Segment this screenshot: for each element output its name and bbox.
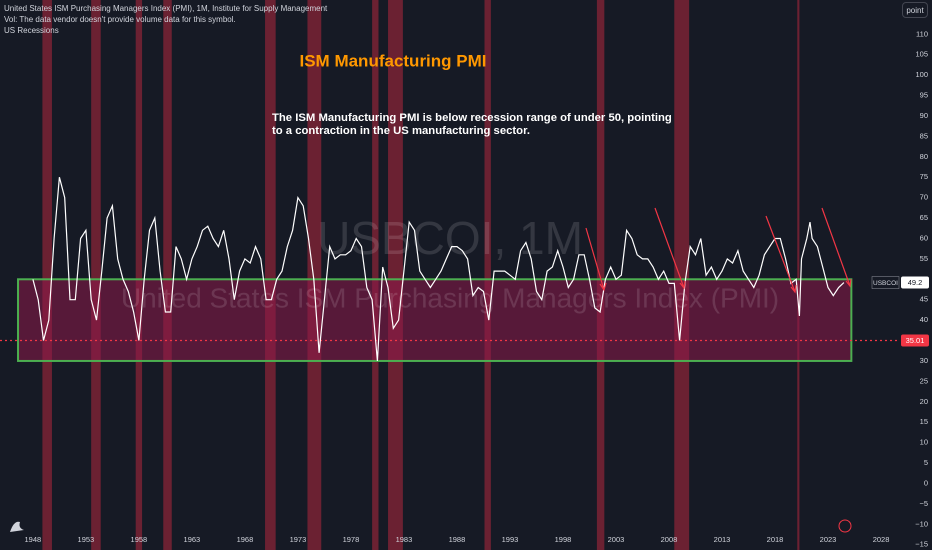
y-tick-label: 0 bbox=[924, 478, 928, 487]
x-tick-label: 1978 bbox=[343, 535, 360, 544]
recession-band bbox=[91, 0, 101, 550]
recession-band bbox=[674, 0, 690, 550]
x-tick-label: 1998 bbox=[555, 535, 572, 544]
arrow bbox=[821, 207, 852, 288]
recession-band bbox=[596, 0, 605, 550]
x-tick-label: 1988 bbox=[449, 535, 466, 544]
y-tick-label: 70 bbox=[920, 193, 928, 202]
x-tick-label: 1993 bbox=[502, 535, 519, 544]
level-label-bg bbox=[901, 334, 929, 347]
x-tick-label: 2018 bbox=[767, 535, 784, 544]
last-value-label: 49.2 bbox=[908, 278, 923, 287]
y-tick-label: 95 bbox=[920, 91, 928, 100]
y-tick-label: 75 bbox=[920, 172, 928, 181]
last-value-bg bbox=[901, 276, 929, 289]
y-tick-label: −10 bbox=[915, 519, 928, 528]
x-tick-label: 1983 bbox=[396, 535, 413, 544]
y-tick-label: −5 bbox=[919, 499, 928, 508]
x-tick-label: 2023 bbox=[820, 535, 837, 544]
y-tick-label: 60 bbox=[920, 233, 928, 242]
x-tick-label: 2003 bbox=[608, 535, 625, 544]
arrow bbox=[765, 215, 797, 294]
recession-band bbox=[484, 0, 491, 550]
y-tick-label: 100 bbox=[915, 70, 928, 79]
y-tick-label: 105 bbox=[915, 50, 928, 59]
x-tick-label: 1948 bbox=[25, 535, 42, 544]
x-tick-label: 1958 bbox=[131, 535, 148, 544]
x-tick-label: 2008 bbox=[661, 535, 678, 544]
y-tick-label: 15 bbox=[920, 417, 928, 426]
indicator: US Recessions bbox=[4, 26, 59, 35]
point-button[interactable]: point bbox=[902, 2, 928, 18]
y-tick-label: −15 bbox=[915, 540, 928, 549]
annotation: The ISM Manufacturing PMI is below reces… bbox=[272, 112, 672, 137]
y-tick-label: 45 bbox=[920, 295, 928, 304]
y-tick-label: 90 bbox=[920, 111, 928, 120]
y-tick-label: 20 bbox=[920, 397, 928, 406]
x-tick-label: 1963 bbox=[184, 535, 201, 544]
arrow bbox=[654, 207, 686, 290]
watermark-symbol: USBCOI, 1M bbox=[317, 212, 583, 264]
logo bbox=[10, 521, 24, 532]
y-tick-label: 30 bbox=[920, 356, 928, 365]
y-tick-label: 40 bbox=[920, 315, 928, 324]
y-tick-label: 65 bbox=[920, 213, 928, 222]
series-line bbox=[32, 177, 845, 362]
recession-band bbox=[163, 0, 172, 550]
y-tick-label: 10 bbox=[920, 438, 928, 447]
arrows bbox=[585, 207, 852, 294]
recession-band bbox=[265, 0, 276, 550]
y-tick-label: 5 bbox=[924, 458, 928, 467]
x-tick-label: 2028 bbox=[873, 535, 890, 544]
x-tick-label: 1953 bbox=[78, 535, 95, 544]
chart-title: ISM Manufacturing PMI bbox=[300, 51, 487, 70]
recession-band bbox=[797, 0, 800, 550]
recession-band bbox=[372, 0, 379, 550]
x-tick-label: 1973 bbox=[290, 535, 307, 544]
watermark-name: United States ISM Purchasing Managers In… bbox=[121, 282, 779, 313]
event-icon bbox=[838, 519, 852, 533]
y-tick-label: 80 bbox=[920, 152, 928, 161]
recession-band bbox=[388, 0, 403, 550]
symbol-label: USBCOI bbox=[873, 280, 898, 287]
level-label: 35.01 bbox=[906, 336, 925, 345]
range-box bbox=[17, 278, 853, 362]
y-tick-label: 25 bbox=[920, 376, 928, 385]
volume-note: Vol: The data vendor doesn't provide vol… bbox=[4, 15, 236, 24]
arrow bbox=[585, 227, 607, 292]
header-title: United States ISM Purchasing Managers In… bbox=[4, 4, 328, 13]
recession-band bbox=[135, 0, 143, 550]
price-axis-bg bbox=[898, 0, 932, 550]
recession-band bbox=[307, 0, 322, 550]
recession-band bbox=[42, 0, 52, 550]
y-tick-label: 55 bbox=[920, 254, 928, 263]
y-tick-label: 110 bbox=[916, 29, 928, 38]
y-tick-label: 85 bbox=[920, 131, 928, 140]
symbol-label-bg bbox=[871, 276, 900, 289]
x-tick-label: 2013 bbox=[714, 535, 731, 544]
x-tick-label: 1968 bbox=[237, 535, 254, 544]
